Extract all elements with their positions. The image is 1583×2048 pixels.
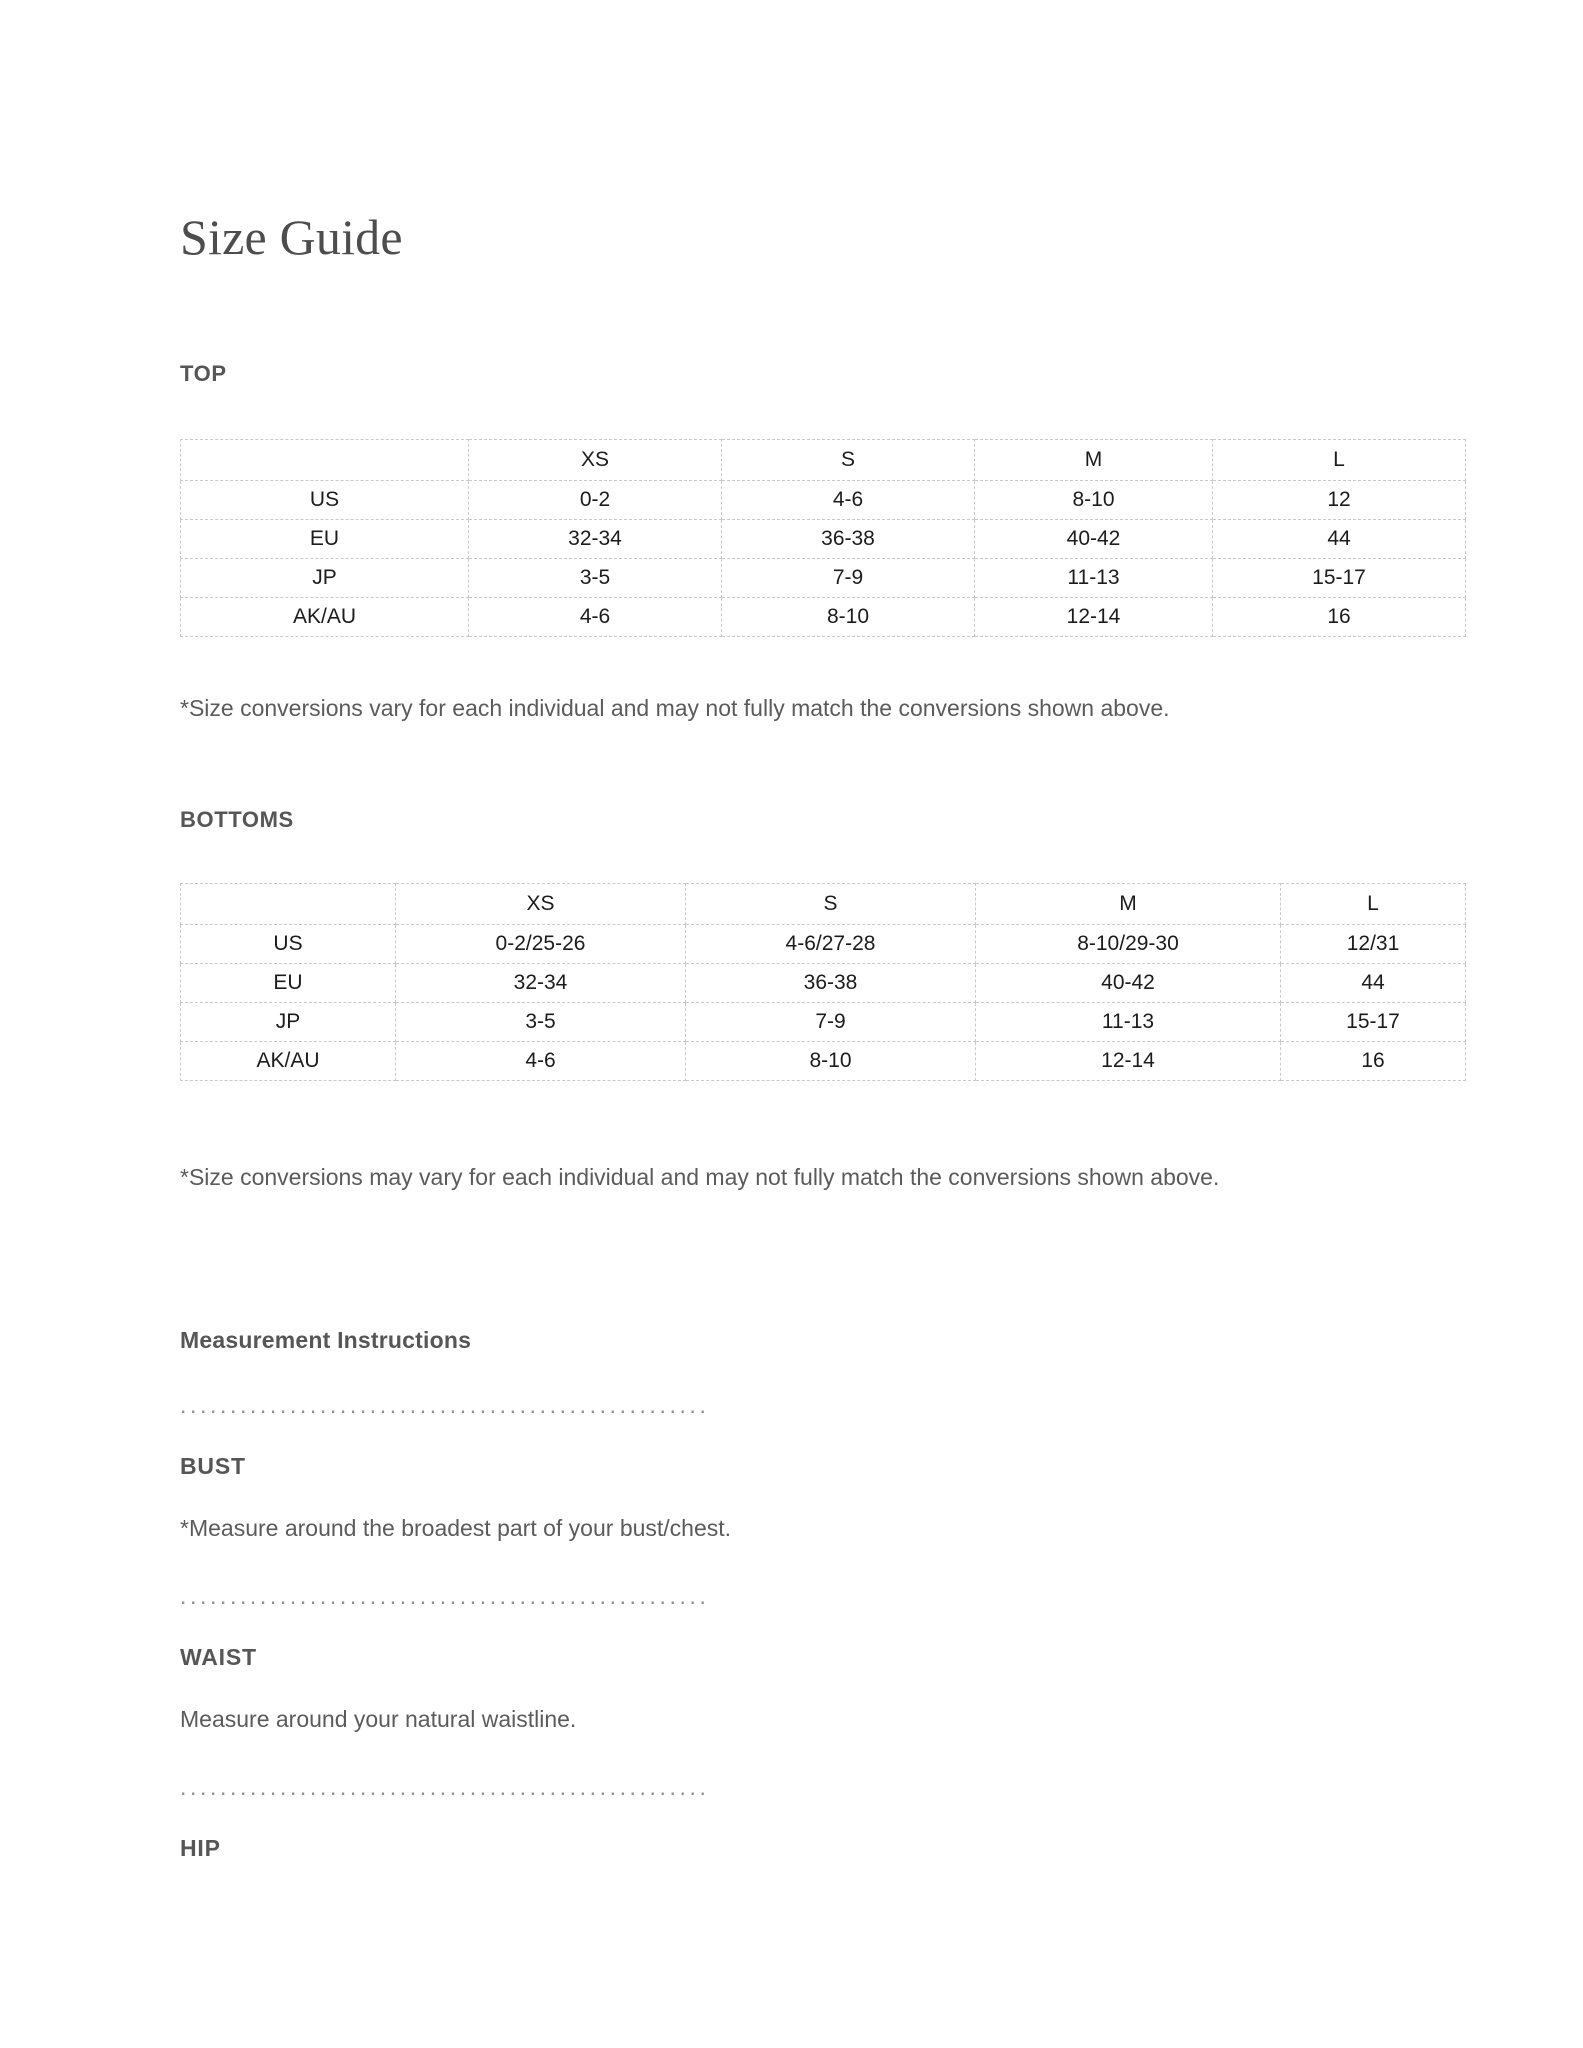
column-header-xs: XS xyxy=(395,883,686,926)
table-row: US 0-2 4-6 8-10 12 xyxy=(180,480,1466,520)
subheading-waist: WAIST xyxy=(180,1644,257,1671)
cell-jp-s: 7-9 xyxy=(721,558,975,598)
measurement-instructions-heading: Measurement Instructions xyxy=(180,1326,472,1353)
cell-akau-l: 16 xyxy=(1280,1041,1466,1082)
table-row: AK/AU 4-6 8-10 12-14 16 xyxy=(180,1041,1466,1082)
cell-akau-l: 16 xyxy=(1212,597,1466,637)
section-heading-bottoms: BOTTOMS xyxy=(180,807,294,833)
column-header-m: M xyxy=(974,439,1213,481)
row-label-jp: JP xyxy=(180,1002,396,1043)
table-row: EU 32-34 36-38 40-42 44 xyxy=(180,963,1466,1004)
subheading-hip: HIP xyxy=(180,1835,221,1862)
divider-dotted-3: ........................................… xyxy=(180,1774,710,1800)
row-label-us: US xyxy=(180,480,469,520)
divider-dotted-1: ........................................… xyxy=(180,1391,710,1417)
cell-akau-s: 8-10 xyxy=(721,597,975,637)
row-label-eu: EU xyxy=(180,963,396,1004)
table-row: AK/AU 4-6 8-10 12-14 16 xyxy=(180,597,1466,637)
table-row: JP 3-5 7-9 11-13 15-17 xyxy=(180,558,1466,598)
section-heading-top: TOP xyxy=(180,361,227,386)
table-corner-cell xyxy=(180,439,469,481)
cell-eu-s: 36-38 xyxy=(721,519,975,559)
table-row: US 0-2/25-26 4-6/27-28 8-10/29-30 12/31 xyxy=(180,924,1466,965)
bottoms-size-table: XS S M L US 0-2/25-26 4-6/27-28 8-10/29-… xyxy=(180,883,1466,1082)
cell-eu-xs: 32-34 xyxy=(468,519,722,559)
table-header-row: XS S M L xyxy=(180,439,1466,481)
cell-us-s: 4-6 xyxy=(721,480,975,520)
cell-eu-s: 36-38 xyxy=(685,963,976,1004)
bust-instruction-text: *Measure around the broadest part of you… xyxy=(180,1514,732,1541)
column-header-l: L xyxy=(1212,439,1466,481)
cell-us-m: 8-10/29-30 xyxy=(975,924,1281,965)
table-row: EU 32-34 36-38 40-42 44 xyxy=(180,519,1466,559)
cell-akau-xs: 4-6 xyxy=(468,597,722,637)
cell-us-xs: 0-2/25-26 xyxy=(395,924,686,965)
column-header-m: M xyxy=(975,883,1281,926)
waist-instruction-text: Measure around your natural waistline. xyxy=(180,1706,577,1733)
top-size-table: XS S M L US 0-2 4-6 8-10 12 EU 32-34 36-… xyxy=(180,439,1466,637)
cell-eu-xs: 32-34 xyxy=(395,963,686,1004)
column-header-s: S xyxy=(721,439,975,481)
cell-akau-m: 12-14 xyxy=(975,1041,1281,1082)
table-corner-cell xyxy=(180,883,396,926)
subheading-bust: BUST xyxy=(180,1452,246,1479)
cell-us-s: 4-6/27-28 xyxy=(685,924,976,965)
bottoms-table-note: *Size conversions may vary for each indi… xyxy=(180,1164,1220,1191)
table-header-row: XS S M L xyxy=(180,883,1466,926)
cell-jp-l: 15-17 xyxy=(1280,1002,1466,1043)
cell-akau-m: 12-14 xyxy=(974,597,1213,637)
cell-jp-l: 15-17 xyxy=(1212,558,1466,598)
cell-eu-m: 40-42 xyxy=(974,519,1213,559)
row-label-akau: AK/AU xyxy=(180,1041,396,1082)
row-label-us: US xyxy=(180,924,396,965)
cell-jp-s: 7-9 xyxy=(685,1002,976,1043)
cell-jp-xs: 3-5 xyxy=(468,558,722,598)
cell-eu-m: 40-42 xyxy=(975,963,1281,1004)
cell-us-l: 12/31 xyxy=(1280,924,1466,965)
row-label-akau: AK/AU xyxy=(180,597,469,637)
column-header-s: S xyxy=(685,883,976,926)
row-label-jp: JP xyxy=(180,558,469,598)
cell-eu-l: 44 xyxy=(1280,963,1466,1004)
top-table-note: *Size conversions vary for each individu… xyxy=(180,695,1170,721)
row-label-eu: EU xyxy=(180,519,469,559)
column-header-xs: XS xyxy=(468,439,722,481)
cell-jp-m: 11-13 xyxy=(974,558,1213,598)
cell-us-m: 8-10 xyxy=(974,480,1213,520)
cell-jp-xs: 3-5 xyxy=(395,1002,686,1043)
cell-us-xs: 0-2 xyxy=(468,480,722,520)
cell-eu-l: 44 xyxy=(1212,519,1466,559)
divider-dotted-2: ........................................… xyxy=(180,1583,710,1609)
column-header-l: L xyxy=(1280,883,1466,926)
table-row: JP 3-5 7-9 11-13 15-17 xyxy=(180,1002,1466,1043)
cell-akau-s: 8-10 xyxy=(685,1041,976,1082)
cell-jp-m: 11-13 xyxy=(975,1002,1281,1043)
page-title: Size Guide xyxy=(180,209,403,265)
cell-akau-xs: 4-6 xyxy=(395,1041,686,1082)
cell-us-l: 12 xyxy=(1212,480,1466,520)
